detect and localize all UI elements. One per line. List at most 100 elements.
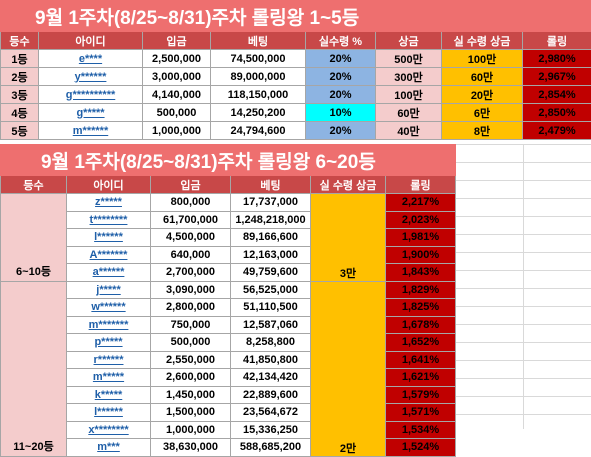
table-row: 6~10등 z***** 800,000 17,737,000 3만 2,217… [1,194,456,212]
group-label-11-20: 11~20등 [1,281,67,456]
bet-cell: 42,134,420 [231,369,311,387]
real-prize-cell: 6만 [442,104,523,122]
header-bet: 베팅 [231,176,311,194]
rank-cell: 3등 [1,86,39,104]
user-id-link[interactable]: l****** [94,406,123,418]
user-id-link[interactable]: r****** [94,354,124,366]
rate-cell: 20% [306,68,376,86]
table-row: 2등 y****** 3,000,000 89,000,000 20% 300만… [1,68,591,86]
deposit-cell: 500,000 [143,104,211,122]
spreadsheet-view: 9월 1주차(8/25~8/31)주차 롤링왕 1~5등 등수 아이디 입금 베… [0,0,591,429]
header-real-prize: 실 수령 상금 [442,32,523,50]
user-id-link[interactable]: g********** [66,89,116,101]
deposit-cell: 1,500,000 [151,404,231,422]
deposit-cell: 61,700,000 [151,211,231,229]
header-id: 아이디 [39,32,143,50]
bet-cell: 24,794,600 [211,122,306,140]
header-rank: 등수 [1,176,67,194]
rate-cell: 20% [306,122,376,140]
deposit-cell: 750,000 [151,316,231,334]
rank6-20-title: 9월 1주차(8/25~8/31)주차 롤링왕 6~20등 [1,145,456,176]
user-id-link[interactable]: j***** [96,284,120,296]
table-row: A******* 640,000 12,163,000 1,900% [1,246,456,264]
deposit-cell: 1,000,000 [143,122,211,140]
real-prize-cell: 8만 [442,122,523,140]
rolling-cell: 2,850% [523,104,591,122]
rolling-cell: 2,023% [386,211,456,229]
table-row: 4등 g***** 500,000 14,250,200 10% 60만 6만 … [1,104,591,122]
user-id-link[interactable]: e**** [79,53,102,65]
empty-cell-grid[interactable] [455,144,591,429]
bet-cell: 74,500,000 [211,50,306,68]
table-row: m******* 750,000 12,587,060 1,678% [1,316,456,334]
user-id-link[interactable]: p***** [94,336,122,348]
user-id-link[interactable]: m****** [73,125,108,137]
rank6-20-header-row: 등수 아이디 입금 베팅 실 수령 상금 롤링 [1,176,456,194]
bet-cell: 1,248,218,000 [231,211,311,229]
rolling-cell: 1,843% [386,264,456,282]
rolling-cell: 2,980% [523,50,591,68]
user-id-link[interactable]: a****** [93,266,125,278]
user-id-link[interactable]: g***** [76,107,104,119]
deposit-cell: 1,450,000 [151,386,231,404]
deposit-cell: 800,000 [151,194,231,212]
header-prize: 상금 [376,32,442,50]
table-row: t******** 61,700,000 1,248,218,000 2,023… [1,211,456,229]
rolling-cell: 1,678% [386,316,456,334]
rolling-cell: 1,621% [386,369,456,387]
deposit-cell: 3,000,000 [143,68,211,86]
rank-cell: 2등 [1,68,39,86]
table-row: m***** 2,600,000 42,134,420 1,621% [1,369,456,387]
rolling-cell: 1,981% [386,229,456,247]
deposit-cell: 640,000 [151,246,231,264]
user-id-link[interactable]: A******* [90,249,128,261]
user-id-link[interactable]: m*** [97,441,120,453]
top5-title: 9월 1주차(8/25~8/31)주차 롤링왕 1~5등 [1,1,591,32]
bet-cell: 22,889,600 [231,386,311,404]
bet-cell: 12,587,060 [231,316,311,334]
group-bonus-11-20: 2만 [311,281,386,456]
user-id-link[interactable]: y****** [75,71,107,83]
prize-cell: 300만 [376,68,442,86]
top5-header-row: 등수 아이디 입금 베팅 실수령 % 상금 실 수령 상금 롤링 [1,32,591,50]
user-id-link[interactable]: k***** [95,389,123,401]
rolling-cell: 1,571% [386,404,456,422]
header-rolling: 롤링 [523,32,591,50]
header-rolling: 롤링 [386,176,456,194]
top5-table: 9월 1주차(8/25~8/31)주차 롤링왕 1~5등 등수 아이디 입금 베… [0,0,591,140]
user-id-link[interactable]: w****** [91,301,125,313]
table-row: k***** 1,450,000 22,889,600 1,579% [1,386,456,404]
prize-cell: 40만 [376,122,442,140]
user-id-link[interactable]: z***** [95,196,122,208]
rank-cell: 4등 [1,104,39,122]
user-id-link[interactable]: m***** [93,371,124,383]
rolling-cell: 1,829% [386,281,456,299]
user-id-link[interactable]: l****** [94,231,123,243]
bet-cell: 51,110,500 [231,299,311,317]
header-id: 아이디 [67,176,151,194]
rank-cell: 5등 [1,122,39,140]
rolling-cell: 1,579% [386,386,456,404]
prize-cell: 500만 [376,50,442,68]
bet-cell: 23,564,672 [231,404,311,422]
user-id-link[interactable]: t******** [90,214,128,226]
real-prize-cell: 100만 [442,50,523,68]
rolling-cell: 1,825% [386,299,456,317]
table-row: 1등 e**** 2,500,000 74,500,000 20% 500만 1… [1,50,591,68]
header-deposit: 입금 [143,32,211,50]
bet-cell: 15,336,250 [231,421,311,439]
deposit-cell: 2,500,000 [143,50,211,68]
table-row: 3등 g********** 4,140,000 118,150,000 20%… [1,86,591,104]
table-row: r****** 2,550,000 41,850,800 1,641% [1,351,456,369]
user-id-link[interactable]: x******** [88,424,128,436]
bet-cell: 89,000,000 [211,68,306,86]
prize-cell: 60만 [376,104,442,122]
table-row: p***** 500,000 8,258,800 1,652% [1,334,456,352]
user-id-link[interactable]: m******* [89,319,129,331]
rolling-cell: 2,479% [523,122,591,140]
rolling-cell: 1,534% [386,421,456,439]
bet-cell: 14,250,200 [211,104,306,122]
deposit-cell: 38,630,000 [151,439,231,457]
group-label-6-10: 6~10등 [1,194,67,282]
header-rank: 등수 [1,32,39,50]
